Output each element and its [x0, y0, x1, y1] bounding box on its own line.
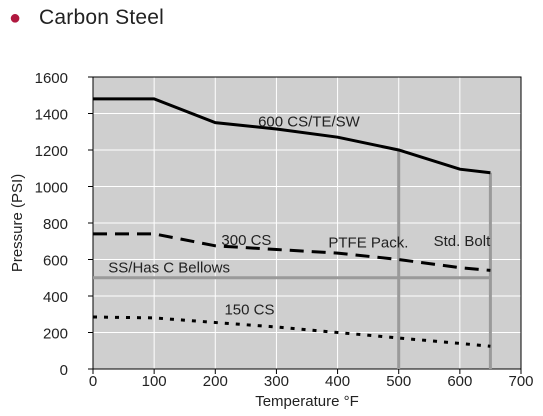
- y-tick-label: 600: [43, 253, 68, 270]
- series-annotations: 600 CS/TE/SW 300 CS PTFE Pack. Std. Bolt SS/…: [108, 113, 491, 318]
- y-tick-label: 200: [43, 326, 68, 343]
- annotation-label: Std. Bolt: [434, 233, 492, 250]
- bullet-dot-icon: ●: [9, 7, 22, 29]
- x-axis-label: Temperature °F: [255, 393, 359, 410]
- y-tick-label: 1600: [35, 70, 68, 87]
- axis-ticks: 0 200 400 600 800 1000 1200 1400 1600 0 100 200 300 4…: [35, 70, 534, 390]
- bullet-item: ● Carbon Steel: [9, 4, 164, 32]
- x-tick-label: 500: [386, 373, 411, 390]
- section-heading: Carbon Steel: [39, 6, 164, 29]
- annotation-label: 150 CS: [224, 301, 274, 318]
- x-tick-label: 100: [142, 373, 167, 390]
- annotation-label: SS/Has C Bellows: [108, 259, 230, 276]
- x-tick-label: 0: [89, 373, 97, 390]
- y-axis-label: Pressure (PSI): [9, 174, 26, 272]
- x-tick-label: 300: [264, 373, 289, 390]
- annotation-label: 600 CS/TE/SW: [258, 113, 361, 130]
- series-line-300-cs: [93, 232, 491, 272]
- annotation-label: PTFE Pack.: [328, 235, 408, 252]
- series-lines: [92, 97, 492, 369]
- x-tick-label: 400: [325, 373, 350, 390]
- y-tick-label: 1200: [35, 143, 68, 160]
- y-tick-label: 0: [60, 362, 68, 379]
- annotation-label: 300 CS: [221, 232, 271, 249]
- series-line-600-cs-te-sw: [93, 97, 491, 175]
- x-tick-label: 200: [203, 373, 228, 390]
- y-tick-label: 1400: [35, 107, 68, 124]
- y-tick-label: 800: [43, 216, 68, 233]
- y-tick-label: 1000: [35, 180, 68, 197]
- y-tick-label: 400: [43, 289, 68, 306]
- x-tick-label: 700: [508, 373, 533, 390]
- x-tick-label: 600: [447, 373, 472, 390]
